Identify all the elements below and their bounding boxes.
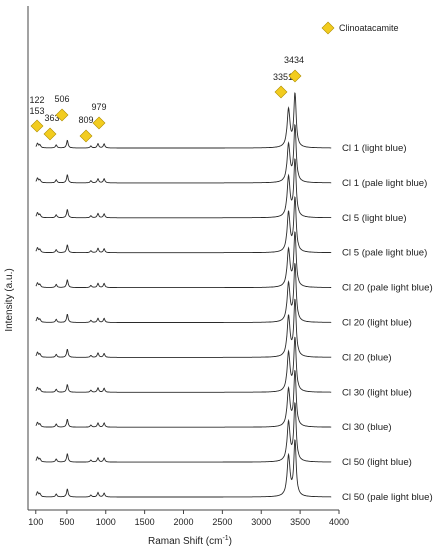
- peak-label: 809: [78, 115, 93, 125]
- x-tick-label: 4000: [329, 517, 349, 527]
- spectra-traces: [35, 92, 332, 498]
- series-label: Cl 50 (light blue): [342, 457, 412, 468]
- peak-marker-icon: [55, 108, 69, 122]
- legend-label: Clinoatacamite: [339, 23, 399, 33]
- peak-marker-icon: [30, 119, 44, 133]
- peak-marker-icon: [43, 127, 57, 141]
- x-tick-label: 2500: [212, 517, 232, 527]
- spectrum-line: [35, 402, 332, 463]
- spectrum-line: [35, 231, 332, 289]
- x-axis-title-end: ): [229, 536, 232, 547]
- spectrum-line: [35, 158, 332, 219]
- x-axis-title-main: Raman Shift (cm: [148, 536, 222, 547]
- y-axis-title: Intensity (a.u.): [4, 268, 15, 331]
- x-tick-label: 3500: [290, 517, 310, 527]
- spectrum-line: [35, 336, 332, 393]
- x-axis-title-superscript: -1: [222, 535, 228, 542]
- x-ticks: 100 500 1000 1500 2000 2500 3000 3500 4000: [28, 510, 349, 527]
- peak-label: 153: [29, 106, 44, 116]
- spectrum-line: [35, 439, 332, 498]
- series-label: Cl 5 (pale light blue): [342, 248, 427, 259]
- legend-marker-icon: [321, 21, 335, 35]
- peak-marker-icon: [274, 85, 288, 99]
- peak-marker-icon: [79, 129, 93, 143]
- series-label: Cl 30 (blue): [342, 422, 392, 433]
- spectrum-line: [35, 298, 332, 358]
- x-tick-label: 1500: [135, 517, 155, 527]
- peak-label: 363: [44, 113, 59, 123]
- series-label: Cl 20 (blue): [342, 352, 392, 363]
- series-labels: Cl 1 (light blue) Cl 1 (pale light blue) C…: [342, 143, 433, 503]
- x-tick-label: 2000: [173, 517, 193, 527]
- peak-label: 3351: [273, 72, 293, 82]
- series-label: Cl 20 (light blue): [342, 318, 412, 329]
- spectrum-line: [35, 196, 332, 254]
- spectrum-line: [35, 92, 332, 149]
- x-tick-label: 1000: [96, 517, 116, 527]
- x-tick-label: 100: [28, 517, 43, 527]
- spectrum-line: [35, 369, 332, 428]
- peak-marker-icon: [92, 116, 106, 130]
- series-label: Cl 20 (pale light blue): [342, 283, 433, 294]
- x-tick-label: 500: [59, 517, 74, 527]
- series-label: Cl 50 (pale light blue): [342, 492, 433, 503]
- peak-label: 979: [91, 102, 106, 112]
- peak-marker-icon: [288, 69, 302, 83]
- legend: Clinoatacamite: [321, 21, 399, 35]
- axes: 100 500 1000 1500 2000 2500 3000 3500 4000 Inten…: [4, 6, 349, 547]
- x-tick-label: 3000: [251, 517, 271, 527]
- series-label: Cl 1 (light blue): [342, 143, 407, 154]
- peak-label: 506: [54, 94, 69, 104]
- series-label: Cl 1 (pale light blue): [342, 178, 427, 189]
- spectrum-line: [35, 262, 332, 323]
- spectrum-line: [35, 123, 332, 184]
- series-label: Cl 5 (light blue): [342, 213, 407, 224]
- peak-label: 3434: [284, 55, 304, 65]
- x-axis-title: Raman Shift (cm-1): [148, 535, 232, 547]
- series-label: Cl 30 (light blue): [342, 387, 412, 398]
- peak-label: 122: [29, 95, 44, 105]
